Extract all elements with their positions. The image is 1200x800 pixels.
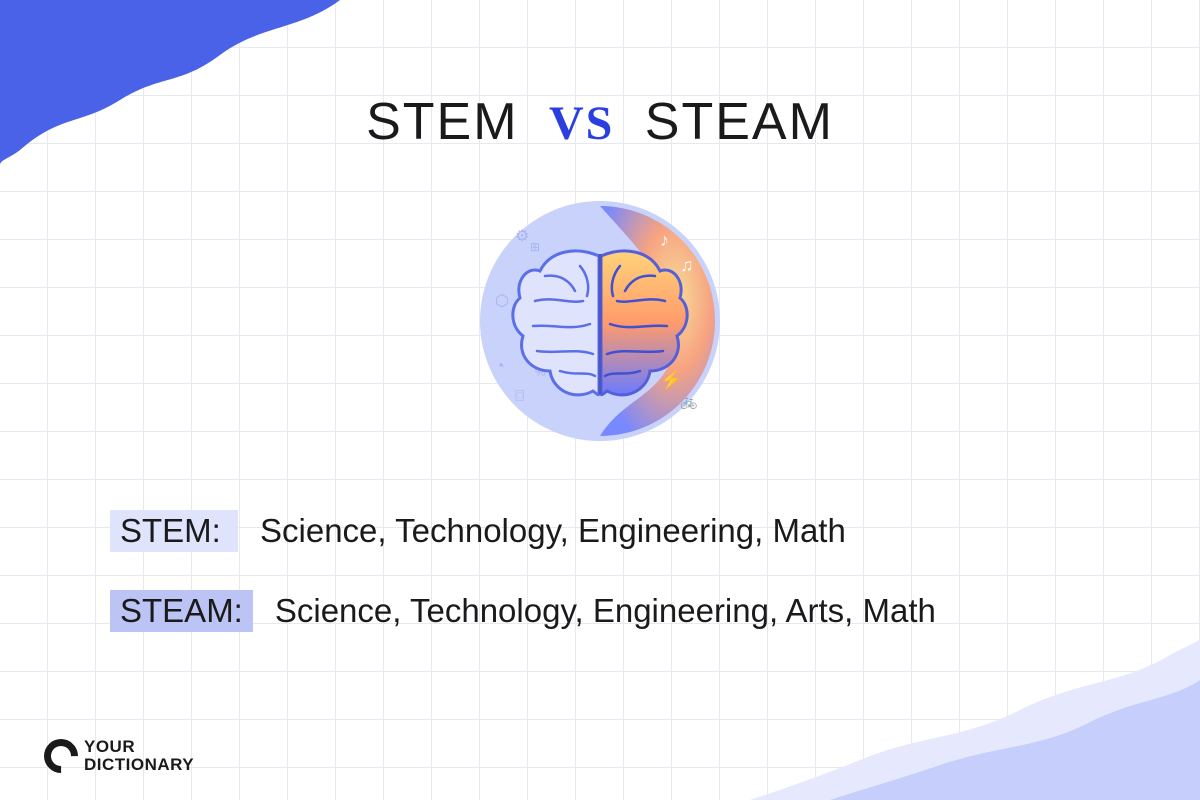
title-vs: VS xyxy=(549,97,614,150)
definitions: STEM: Science, Technology, Engineering, … xyxy=(110,510,1140,670)
definition-label-steam: STEAM: xyxy=(110,590,253,632)
logo-line-2: DICTIONARY xyxy=(84,756,194,774)
content-area: STEM VS STEAM xyxy=(0,0,1200,800)
definition-label-stem: STEM: xyxy=(110,510,238,552)
definition-text-steam: Science, Technology, Engineering, Arts, … xyxy=(275,592,936,630)
logo-ring-icon xyxy=(37,732,85,780)
title-left: STEM xyxy=(366,93,518,151)
title-right: STEAM xyxy=(645,93,834,151)
definition-stem: STEM: Science, Technology, Engineering, … xyxy=(110,510,1140,552)
svg-text:♪: ♪ xyxy=(660,230,669,250)
title: STEM VS STEAM xyxy=(0,92,1200,152)
svg-text:⬡: ⬡ xyxy=(495,293,509,310)
svg-text:♫: ♫ xyxy=(680,255,694,275)
definition-text-stem: Science, Technology, Engineering, Math xyxy=(260,512,846,550)
svg-text:⚡: ⚡ xyxy=(660,369,682,391)
logo-line-1: YOUR xyxy=(84,738,194,756)
definition-steam: STEAM: Science, Technology, Engineering,… xyxy=(110,590,1140,632)
svg-text:🚲: 🚲 xyxy=(680,393,697,410)
brain-illustration: ⚙ ⬡ ⌼ % ◔ ⊞ ♪ ♫ ♪ ⚡ 🚲 xyxy=(475,196,725,446)
svg-text:⌼: ⌼ xyxy=(515,388,525,405)
svg-text:⊞: ⊞ xyxy=(530,240,540,254)
logo: YOUR DICTIONARY xyxy=(44,738,194,774)
svg-text:◔: ◔ xyxy=(495,358,505,375)
logo-text: YOUR DICTIONARY xyxy=(84,738,194,774)
svg-text:⚙: ⚙ xyxy=(515,228,529,245)
